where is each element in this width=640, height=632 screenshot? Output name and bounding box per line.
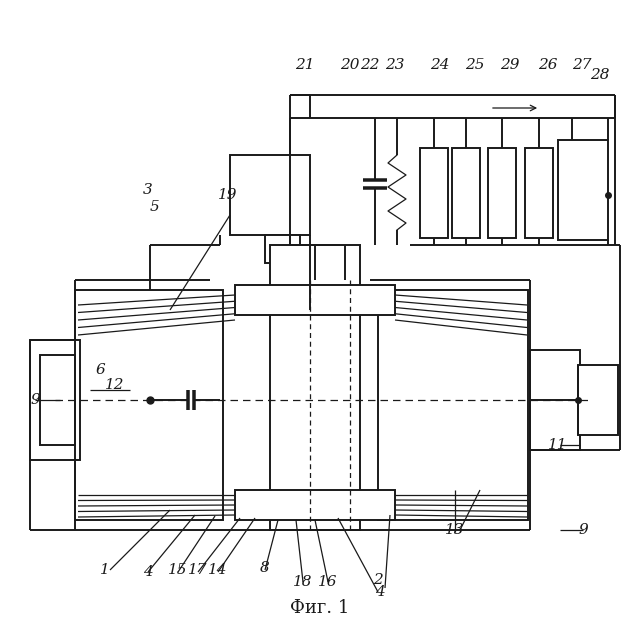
Bar xyxy=(578,365,618,435)
Bar xyxy=(40,355,75,445)
Text: 27: 27 xyxy=(572,58,592,72)
Bar xyxy=(235,490,395,520)
Text: 2: 2 xyxy=(373,573,383,587)
Text: Фиг. 1: Фиг. 1 xyxy=(291,599,349,617)
Text: 26: 26 xyxy=(538,58,557,72)
Text: 22: 22 xyxy=(360,58,380,72)
Text: 15: 15 xyxy=(168,563,188,577)
Text: 20: 20 xyxy=(340,58,360,72)
Text: 9: 9 xyxy=(30,393,40,407)
Bar xyxy=(235,285,395,315)
Text: 4: 4 xyxy=(375,585,385,599)
Text: 23: 23 xyxy=(385,58,404,72)
Text: 19: 19 xyxy=(218,188,237,202)
Text: 28: 28 xyxy=(590,68,610,82)
Bar xyxy=(558,140,608,240)
Text: 29: 29 xyxy=(500,58,520,72)
Text: 21: 21 xyxy=(295,58,315,72)
Bar xyxy=(75,290,223,520)
Text: 12: 12 xyxy=(105,378,125,392)
Text: 14: 14 xyxy=(208,563,228,577)
Text: 1: 1 xyxy=(100,563,110,577)
Text: 4: 4 xyxy=(143,565,153,579)
Bar xyxy=(420,148,448,238)
Text: 6: 6 xyxy=(95,363,105,377)
Text: 3: 3 xyxy=(143,183,153,197)
Text: 11: 11 xyxy=(548,438,568,452)
Bar xyxy=(378,290,528,520)
Text: 24: 24 xyxy=(430,58,450,72)
Text: 16: 16 xyxy=(318,575,338,589)
Bar xyxy=(270,245,360,530)
Text: 18: 18 xyxy=(293,575,313,589)
Bar xyxy=(265,235,300,263)
Bar xyxy=(230,155,310,235)
Bar xyxy=(525,148,553,238)
Text: 9: 9 xyxy=(578,523,588,537)
Text: 5: 5 xyxy=(150,200,160,214)
Bar xyxy=(30,340,80,460)
Text: 17: 17 xyxy=(188,563,208,577)
Text: 8: 8 xyxy=(260,561,270,575)
Text: 25: 25 xyxy=(465,58,484,72)
Text: 13: 13 xyxy=(445,523,465,537)
Bar xyxy=(488,148,516,238)
Bar xyxy=(452,148,480,238)
Bar xyxy=(530,350,580,450)
